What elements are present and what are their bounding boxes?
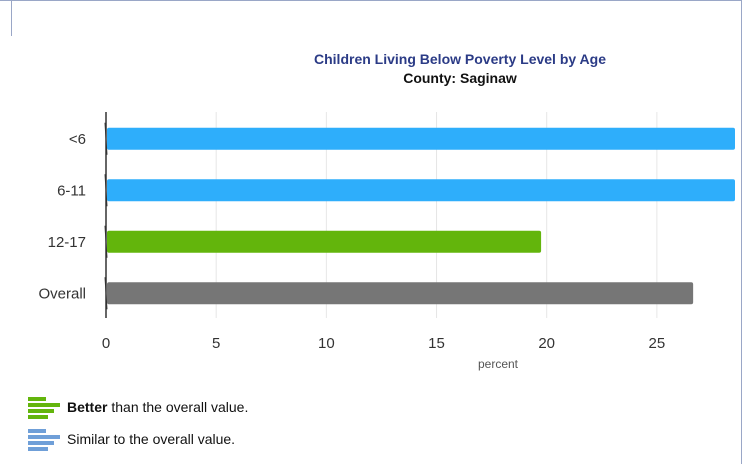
better-legend-icon [28,397,60,419]
x-tick-label: 0 [102,335,110,352]
bar [107,282,694,305]
bar [107,179,735,202]
x-tick-label: 10 [318,335,335,352]
legend-similar-text: Similar to the overall value. [67,431,236,447]
similar-legend-icon [28,429,60,451]
frame-left-edge [11,0,12,36]
x-tick-label: 25 [649,335,666,352]
x-tick-label: 5 [212,335,220,352]
chart-title: Children Living Below Poverty Level by A… [314,51,606,67]
bar [107,127,735,150]
category-label: 12-17 [48,234,86,251]
legend-better-rest: than the overall value. [107,399,249,415]
category-tick [104,225,108,258]
category-label: 6-11 [57,182,86,199]
category-label: <6 [69,131,86,148]
chart-subtitle: County: Saginaw [403,70,517,86]
legend-better-text: Better than the overall value. [67,399,248,415]
legend-better-bold: Better [67,399,108,415]
x-tick-label: 20 [538,335,555,352]
legend-better: Better than the overall value. [28,395,248,419]
bar [107,230,542,253]
category-tick [104,122,108,155]
x-tick-label: 15 [428,335,445,352]
category-label: Overall [38,285,86,302]
category-tick [104,174,108,207]
legend-similar: Similar to the overall value. [28,427,235,451]
x-axis-label: percent [478,357,519,371]
category-tick [104,277,108,310]
